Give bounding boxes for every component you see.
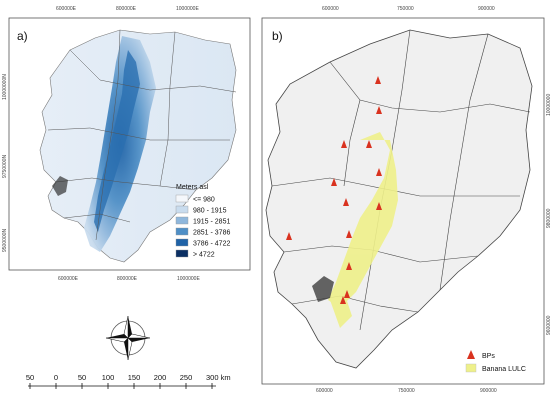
bp-marker: [343, 198, 349, 206]
panel-b-xtick-bottom-3: 900000: [480, 388, 497, 394]
elevation-legend-swatch: [175, 205, 189, 214]
elevation-legend-title: Meters asl: [176, 184, 209, 191]
panel-b-xtick-top-3: 900000: [478, 6, 495, 12]
scale-bar-label: 150: [128, 373, 141, 382]
bp-marker: [344, 290, 350, 298]
panel-a-xtick-bottom-3: 1000000E: [177, 276, 200, 282]
scale-bar-label: 100: [102, 373, 115, 382]
bp-marker: [286, 232, 292, 240]
panel-a-xtick-bottom-2: 800000E: [117, 276, 138, 282]
panel-b-xtick-bottom-2: 750000: [398, 388, 415, 394]
bps-legend-symbol: [467, 350, 475, 359]
elevation-legend-swatch: [175, 227, 189, 236]
scale-bar-label: 50: [78, 373, 86, 382]
banana-lulc-areas: [328, 132, 398, 328]
elevation-legend-label: 2851 - 3786: [193, 230, 230, 237]
panel-b-xtick-top-2: 750000: [397, 6, 414, 12]
elevation-legend-swatch: [175, 194, 189, 203]
panel-b-xtick-bottom-1: 600000: [316, 388, 333, 394]
ecuador-elevation-map: [39, 29, 237, 263]
panel-a-label: a): [17, 29, 28, 43]
bp-marker: [346, 262, 352, 270]
elevation-legend-swatch: [175, 216, 189, 225]
panel-a-xtick-top-1: 600000E: [56, 6, 77, 12]
panel-b-ytick-3: 9600000: [546, 315, 552, 335]
bp-marker: [375, 76, 381, 84]
panel-a-xtick-top-2: 800000E: [116, 6, 137, 12]
panel-a: a) 600000E 800000E 1000000E 600000E 8000…: [2, 6, 251, 282]
bp-marker: [376, 168, 382, 176]
bp-marker: [331, 178, 337, 186]
panel-a-ytick-1: 10000000N: [2, 74, 8, 100]
elevation-legend-label: 980 - 1915: [193, 208, 227, 215]
elevation-legend-swatch: [175, 238, 189, 247]
panel-b-label: b): [272, 29, 283, 43]
panel-a-ytick-2: 9750000N: [2, 155, 8, 178]
panel-a-ytick-3: 9500000N: [2, 229, 8, 252]
bp-marker: [376, 106, 382, 114]
scale-bar: 50 0 50 100 150 200 250 300 km: [26, 373, 231, 389]
elevation-legend-label: > 4722: [193, 252, 215, 259]
elevation-legend-label: 3786 - 4722: [193, 241, 230, 248]
scale-bar-label: 0: [54, 373, 58, 382]
bp-marker: [340, 296, 346, 304]
banana-lulc-legend-swatch: [465, 363, 477, 373]
elevation-legend: Meters asl <= 980 980 - 1915 1915 - 2851 28…: [175, 184, 230, 259]
banana-lulc-legend-label: Banana LULC: [482, 366, 526, 373]
scale-bar-label: 250: [180, 373, 193, 382]
scale-bar-label: 200: [154, 373, 167, 382]
ecuador-provinces-map: [265, 29, 533, 369]
panel-b-ytick-2: 9800000: [546, 208, 552, 228]
bp-markers: [286, 76, 382, 304]
scale-bar-label: 50: [26, 373, 34, 382]
panel-a-xtick-bottom-1: 600000E: [58, 276, 79, 282]
panel-b-xtick-top-1: 600000: [322, 6, 339, 12]
bp-marker: [341, 140, 347, 148]
bp-marker: [366, 140, 372, 148]
bp-marker: [376, 202, 382, 210]
panel-a-xtick-top-3: 1000000E: [176, 6, 199, 12]
panel-b-ytick-1: 10000000: [546, 94, 552, 116]
bps-legend-label: BPs: [482, 353, 495, 360]
scale-bar-label: 300 km: [206, 373, 231, 382]
elevation-legend-label: 1915 - 2851: [193, 219, 230, 226]
bp-marker: [346, 230, 352, 238]
north-arrow-compass-icon: [105, 315, 151, 361]
elevation-legend-label: <= 980: [193, 197, 215, 204]
bps-legend: BPs Banana LULC: [465, 350, 526, 373]
panel-b: b) 600000 750000 900000 600000 750000 90…: [261, 6, 552, 394]
elevation-legend-swatch: [175, 249, 189, 258]
